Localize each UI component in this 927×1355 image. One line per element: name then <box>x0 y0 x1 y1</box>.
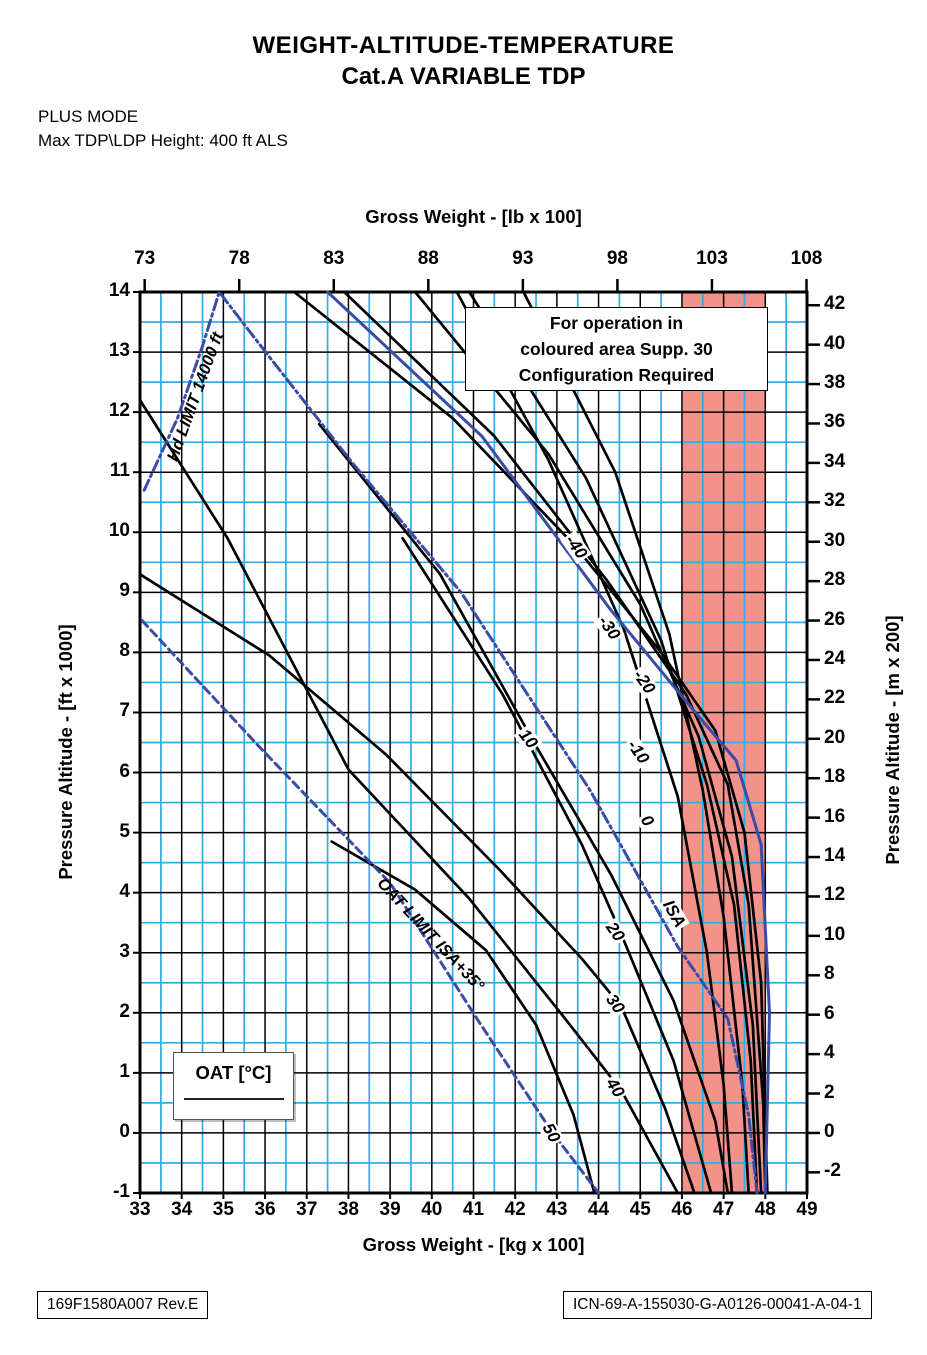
curve-oat-30 <box>138 572 696 1195</box>
document-ref-box: 169F1580A007 Rev.E <box>37 1291 209 1319</box>
curve-isa-line <box>455 290 734 1195</box>
curve-oat-10 <box>317 422 730 1195</box>
page-title-line2: Cat.A VARIABLE TDP <box>341 63 586 90</box>
curve-oat-minus-30 <box>342 290 767 1195</box>
oat-legend-line-sample <box>183 1098 284 1100</box>
mode-line: PLUS MODE <box>38 107 139 126</box>
limit-line-envelope-boundary <box>326 290 771 1195</box>
curve-oat-50 <box>330 840 596 1195</box>
curve-oat-minus-20 <box>413 290 763 1195</box>
top-axis-title: Gross Weight - [lb x 100] <box>365 206 582 227</box>
oat-legend-box: OAT [°C] <box>173 1052 294 1120</box>
curve-oat-minus-10 <box>467 290 759 1195</box>
curve-oat-minus-40 <box>292 290 769 1195</box>
curve-oat-20 <box>401 536 713 1195</box>
supp30-note-box: For operation in coloured area Supp. 30 … <box>465 307 768 391</box>
bottom-axis-title: Gross Weight - [kg x 100] <box>362 1234 585 1255</box>
supp30-note-line3: Configuration Required <box>518 365 715 385</box>
supp30-note-line1: For operation in <box>549 313 684 333</box>
supp30-note-line2: coloured area Supp. 30 <box>520 339 713 359</box>
limit-line-hd-limit <box>142 290 759 1195</box>
oat-legend-title: OAT [°C] <box>195 1062 272 1083</box>
icn-ref-box: ICN-69-A-155030-G-A0126-00041-A-04-1 <box>563 1291 872 1319</box>
page-title-line1: WEIGHT-ALTITUDE-TEMPERATURE <box>252 32 675 59</box>
tdp-height-line: Max TDP\LDP Height: 400 ft ALS <box>38 131 288 150</box>
